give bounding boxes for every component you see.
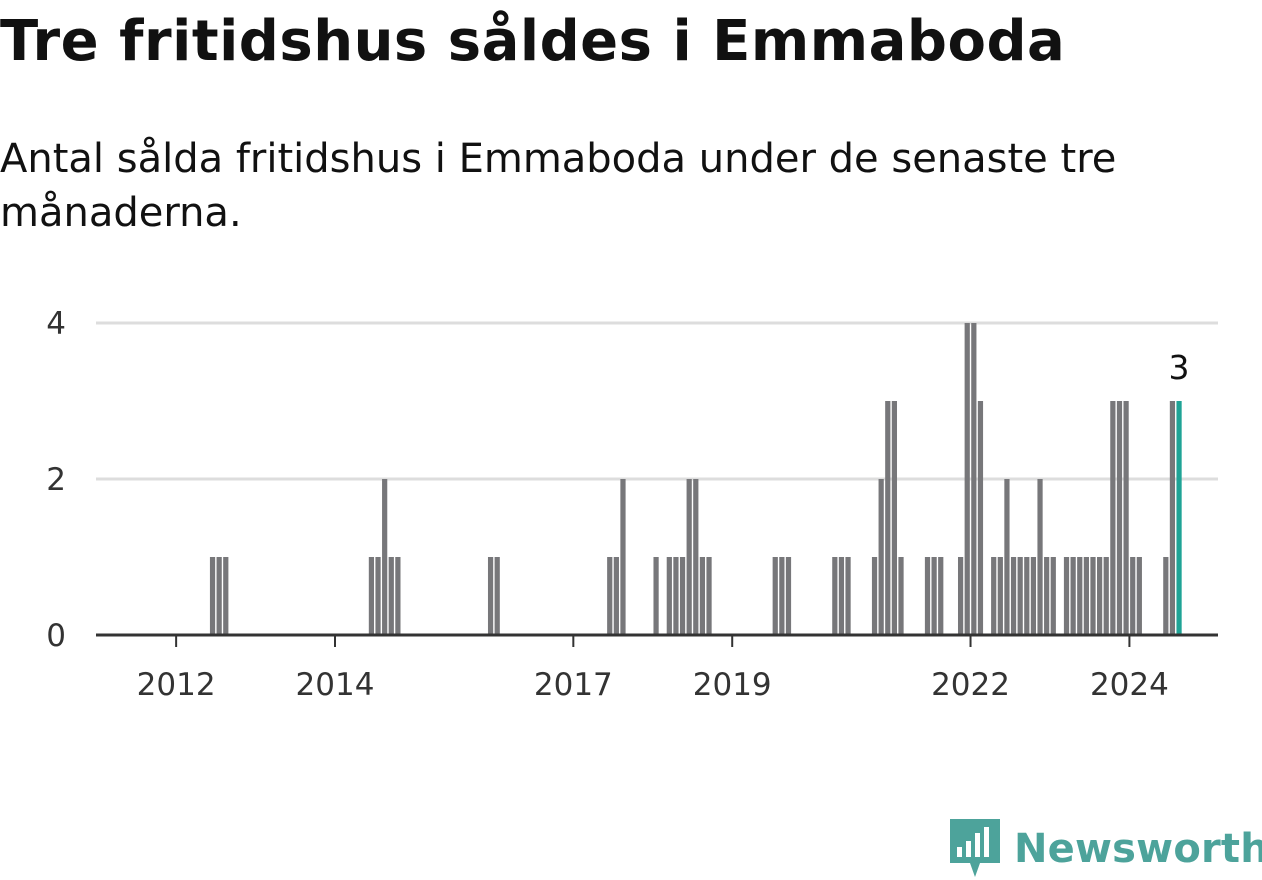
bar [209, 557, 216, 635]
bar [216, 557, 222, 635]
bar [938, 557, 944, 635]
bar [673, 557, 679, 635]
bar-highlight [1176, 401, 1182, 635]
bar [1044, 557, 1050, 635]
bar [706, 557, 712, 635]
bar [779, 557, 785, 635]
bar [931, 557, 937, 635]
bar [785, 557, 792, 635]
bar [494, 557, 500, 635]
bar [666, 557, 672, 635]
bar [924, 557, 931, 635]
bar [1097, 557, 1103, 635]
bar [1090, 557, 1096, 635]
bar [1163, 557, 1169, 635]
bar [1110, 401, 1116, 635]
bar [1017, 557, 1023, 635]
bar [1024, 557, 1030, 635]
chart-subtitle: Antal sålda fritidshus i Emmaboda under … [0, 136, 1117, 236]
bar [693, 479, 699, 635]
brand-logo: Newsworthy [950, 818, 1262, 880]
bar [971, 323, 977, 635]
bar [991, 557, 997, 635]
bar [871, 557, 878, 635]
bar [620, 479, 626, 635]
bar [388, 557, 394, 635]
x-tick-label: 2024 [1090, 667, 1169, 703]
bar [997, 557, 1003, 635]
bar [1050, 557, 1056, 635]
bar [1063, 557, 1070, 635]
bar [223, 557, 229, 635]
y-tick-label: 2 [46, 462, 66, 498]
bar [1030, 557, 1037, 635]
bar [964, 323, 970, 635]
bar [487, 557, 494, 635]
brand-name: Newsworthy [1014, 826, 1262, 872]
bar [382, 479, 388, 635]
y-tick-label: 0 [46, 618, 66, 654]
x-tick-label: 2019 [693, 667, 772, 703]
bar [977, 401, 984, 635]
bar [1116, 401, 1123, 635]
newsworthy-logo-icon [950, 819, 1000, 877]
bar [613, 557, 619, 635]
bar [679, 557, 686, 635]
bar [1010, 557, 1017, 635]
bar [368, 557, 375, 635]
bar [1130, 557, 1136, 635]
bar [885, 401, 891, 635]
bars [209, 323, 1182, 635]
bar [1070, 557, 1076, 635]
bar [1004, 479, 1010, 635]
bar [838, 557, 845, 635]
bar [375, 557, 381, 635]
last-value-label: 3 [1169, 348, 1190, 387]
bar [1037, 479, 1043, 635]
x-tick-label: 2017 [534, 667, 613, 703]
bar [1077, 557, 1083, 635]
bar [686, 479, 692, 635]
bar [898, 557, 904, 635]
chart-title: Tre fritidshus såldes i Emmaboda [0, 9, 1066, 74]
gridlines [96, 321, 1218, 481]
bar [1136, 557, 1142, 635]
bar [878, 479, 884, 635]
bar [891, 401, 898, 635]
bar [1169, 401, 1176, 635]
bar [1123, 401, 1129, 635]
bar [699, 557, 706, 635]
bar [1083, 557, 1089, 635]
x-tick-label: 2022 [931, 667, 1010, 703]
labels: 0 2 4 3 2012 2014 2017 2019 2022 2024 [46, 306, 1189, 703]
y-tick-label: 4 [46, 306, 66, 342]
bar [607, 557, 613, 635]
axes [96, 633, 1218, 647]
bar [832, 557, 838, 635]
bar [957, 557, 964, 635]
bar [653, 557, 659, 635]
bar [845, 557, 851, 635]
bar [395, 557, 401, 635]
x-tick-label: 2012 [137, 667, 216, 703]
bar [1103, 557, 1109, 635]
x-tick-label: 2014 [296, 667, 375, 703]
bar [772, 557, 778, 635]
